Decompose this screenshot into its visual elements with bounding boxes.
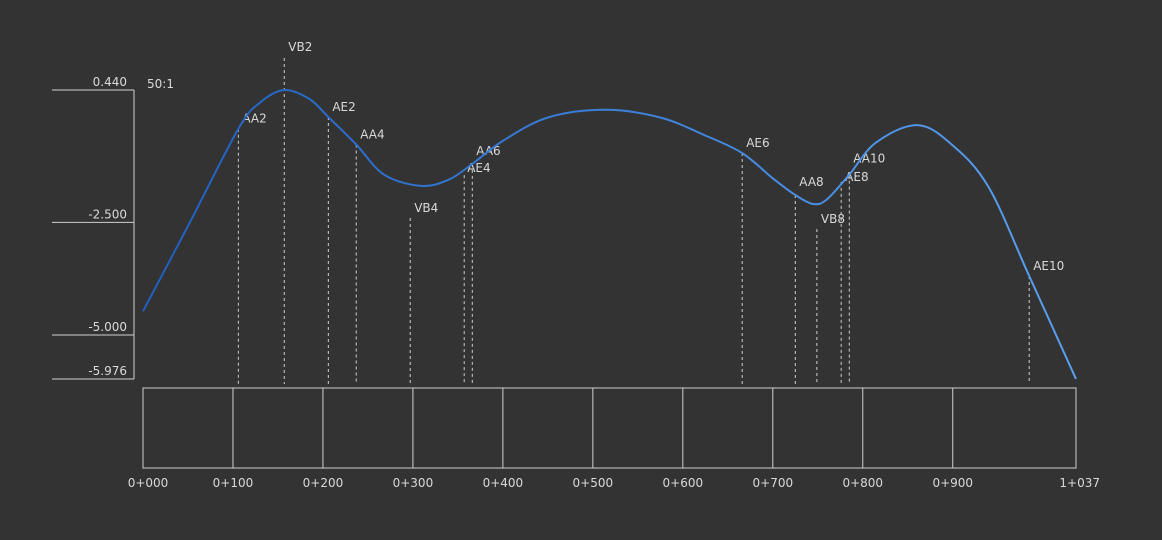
x-axis-labels: 0+000 0+100 0+200 0+300 0+400 0+500 0+600 0+700… xyxy=(128,476,1100,490)
station-markers: AA2VB2AE2AA4VB4AE4AA6AE6AA8VB8AE8AA10AE1… xyxy=(237,40,1064,384)
marker-label: AA8 xyxy=(799,175,823,189)
marker-label: VB8 xyxy=(821,212,845,226)
x-tick-label: 0+500 xyxy=(573,476,614,490)
x-tick-label: 0+300 xyxy=(393,476,434,490)
marker-label: AA10 xyxy=(853,152,885,166)
scale-label: 50:1 xyxy=(147,77,174,91)
x-tick-label: 0+600 xyxy=(663,476,704,490)
marker-label: AA2 xyxy=(242,112,266,126)
x-tick-label: 0+000 xyxy=(128,476,169,490)
marker-label: VB2 xyxy=(288,40,312,54)
x-tick-label: 1+037 xyxy=(1059,476,1100,490)
marker-label: AA4 xyxy=(360,128,384,142)
station-band xyxy=(142,387,1077,469)
y-tick-label: -2.500 xyxy=(88,207,127,221)
x-tick-label: 0+200 xyxy=(303,476,344,490)
y-axis: 0.440 -2.500 -5.000 -5.976 xyxy=(52,75,135,380)
y-tick-label: -5.976 xyxy=(88,364,127,378)
marker-label: AE6 xyxy=(746,136,769,150)
x-tick-label: 0+700 xyxy=(753,476,794,490)
marker-label: VB4 xyxy=(414,201,438,215)
y-tick-label: 0.440 xyxy=(93,75,127,89)
marker-label: AE4 xyxy=(467,161,490,175)
station-band-frame xyxy=(142,387,1077,469)
x-tick-label: 0+100 xyxy=(213,476,254,490)
profile-line xyxy=(142,88,1077,380)
x-tick-label: 0+800 xyxy=(842,476,883,490)
y-tick-label: -5.000 xyxy=(88,320,127,334)
x-tick-label: 0+900 xyxy=(932,476,973,490)
x-tick-label: 0+400 xyxy=(483,476,524,490)
marker-label: AE2 xyxy=(332,100,355,114)
marker-label: AE10 xyxy=(1033,259,1064,273)
